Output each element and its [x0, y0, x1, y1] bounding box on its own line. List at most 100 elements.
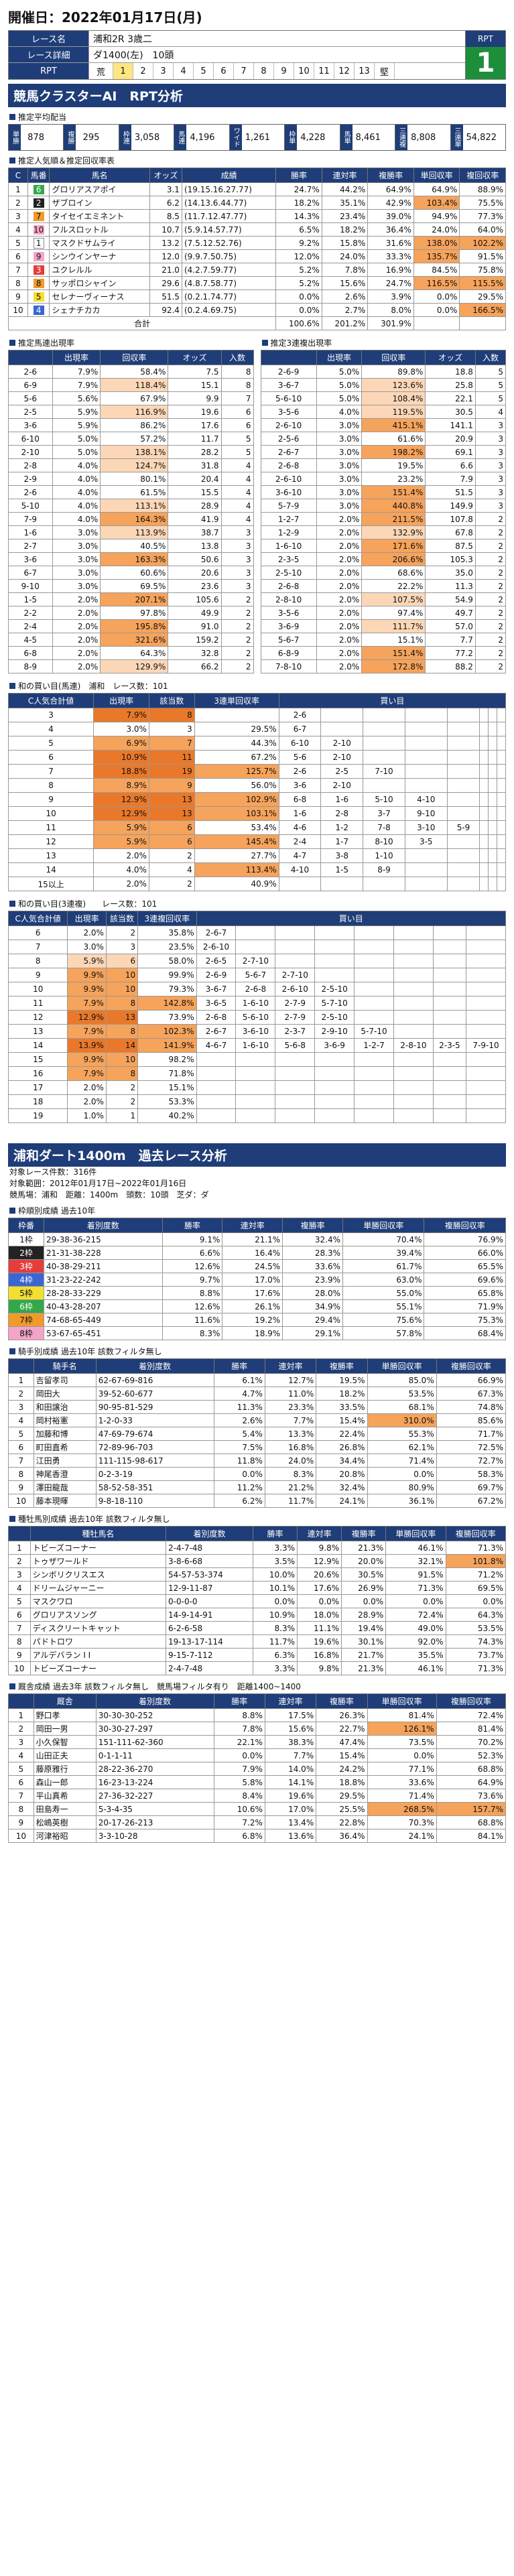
place-rate: 19.2% — [222, 1313, 283, 1327]
column-header: 連対率 — [222, 1218, 283, 1233]
cell: 87.5 — [425, 539, 476, 553]
record: 28-28-33-229 — [44, 1286, 163, 1300]
pick: 2-7-10 — [235, 954, 276, 968]
table-row: 17 2.0% 2 15.1% — [7, 1080, 506, 1095]
cell: 30.5% — [341, 1567, 387, 1582]
cell: 68.8% — [436, 1815, 507, 1829]
cell: 5-10 — [8, 499, 53, 513]
cell: 2-6-10 — [260, 418, 317, 432]
pick — [446, 778, 480, 793]
event-date: 開催日：2022年01月17日(月) — [8, 9, 202, 25]
cell: 15.4% — [316, 1748, 368, 1762]
cell: 1-2-9 — [260, 525, 317, 539]
win-return: 75.6% — [342, 1313, 425, 1327]
horse-name: フルスロットル — [49, 222, 150, 237]
column-header: C — [8, 168, 28, 183]
pick: 7-8 — [363, 820, 405, 835]
cell: 5 — [474, 365, 507, 379]
show-rate: 8.0% — [367, 303, 414, 317]
place-rate: 17.0% — [222, 1273, 283, 1287]
cell: 111-115-98-617 — [95, 1454, 214, 1468]
cell: 81.4% — [436, 1722, 507, 1736]
pick — [479, 722, 489, 736]
cell: 31.8 — [168, 458, 222, 472]
cell: 39-52-60-677 — [95, 1387, 214, 1401]
cell: 9 — [8, 1815, 34, 1829]
cell: 17.5% — [264, 1708, 317, 1722]
show-rate: 29.1% — [282, 1326, 344, 1340]
cell: 172.8% — [361, 659, 426, 673]
waku-label: 6枠 — [7, 1299, 45, 1313]
column-header: C人気合計値 — [7, 693, 94, 708]
cell: 1-5 — [8, 592, 53, 606]
cell: 2.0% — [52, 659, 101, 673]
cell: 2.0% — [316, 512, 363, 526]
cell: 11.8% — [213, 1454, 265, 1468]
table-row: 3-5-6 4.0% 119.5% 30.5 4 — [260, 405, 507, 419]
horse-number-cell: 4 — [27, 303, 50, 317]
cell: 111.7% — [361, 619, 426, 633]
cell: 24.0% — [264, 1454, 317, 1468]
cell: 7.9% — [52, 378, 101, 392]
return-rate: 56.0% — [194, 778, 279, 793]
cell: 36.4% — [316, 1829, 368, 1843]
pick: 2-6 — [278, 708, 322, 722]
win-return: 103.4% — [413, 196, 460, 210]
pick — [488, 848, 498, 863]
rpt-scale: 荒 1 2 3 4 5 6 7 8 9 10 11 12 13 堅 — [89, 63, 465, 79]
rank-cell: 8 — [8, 276, 28, 290]
cell: 2 — [474, 579, 507, 593]
pick — [466, 1080, 506, 1095]
cell: 2.0% — [52, 646, 101, 660]
column-header: 複勝回収率 — [424, 1218, 506, 1233]
pick — [488, 764, 498, 779]
rpt-label: RPT — [466, 31, 505, 47]
horse-number: 9 — [33, 251, 44, 261]
waku-label: 2枠 — [7, 1246, 45, 1260]
pick — [314, 925, 355, 940]
sum-value: 17 — [7, 1080, 68, 1095]
record: 21-31-38-228 — [44, 1246, 163, 1260]
pick: 3-6-9 — [314, 1038, 355, 1053]
cell: 6-8-9 — [260, 646, 317, 660]
cell: 26.9% — [341, 1581, 387, 1595]
win-rate: 12.6% — [162, 1259, 223, 1273]
column-header: 厩舎 — [33, 1693, 97, 1709]
cell: 2-5 — [8, 405, 53, 419]
table-header-row: C 馬番 馬名 オッズ 成績 勝率 連対率 複勝率 単回収率 複回収率 — [8, 168, 506, 183]
cell: 3.0% — [316, 499, 363, 513]
column-header: 複勝率 — [367, 168, 414, 183]
cell: 0.0% — [385, 1594, 446, 1608]
cell: 7.9% — [52, 365, 101, 379]
stat-value: 878 — [27, 132, 44, 143]
cell: 3-8-6-68 — [166, 1554, 253, 1568]
cell: 2 — [474, 512, 507, 526]
pick — [432, 1108, 467, 1123]
cell: 22.1 — [425, 391, 476, 405]
show-return: 71.9% — [424, 1299, 506, 1313]
pick — [488, 722, 498, 736]
cell: 9-15-7-112 — [166, 1648, 253, 1662]
pick — [446, 806, 480, 821]
cell: 7.5% — [213, 1440, 265, 1454]
cell: 20.6 — [168, 566, 222, 580]
cell: 0.0% — [213, 1748, 265, 1762]
horse-name: シンウインヤーナ — [49, 249, 150, 263]
cell: 3.0% — [316, 472, 363, 486]
cell: 26.3% — [316, 1708, 368, 1722]
cell: 0.0% — [367, 1467, 437, 1481]
place-rate: 35.1% — [321, 196, 369, 210]
cell: 3.0% — [316, 458, 363, 472]
cell: 72-89-96-703 — [95, 1440, 214, 1454]
cell: 16.8% — [264, 1440, 317, 1454]
cell: 72.5% — [436, 1440, 507, 1454]
pick — [432, 1010, 467, 1025]
cell: 69.5% — [445, 1581, 507, 1595]
pick — [393, 1066, 434, 1081]
count: 3 — [148, 722, 195, 736]
pick — [479, 862, 489, 877]
table-row: 8 田島寿一 5-3-4-35 10.6% 17.0% 25.5% 268.5% 157.7% — [8, 1802, 507, 1816]
pick — [488, 708, 498, 722]
cell: 91.0 — [168, 619, 222, 633]
cell: 2-5-6 — [260, 432, 317, 446]
